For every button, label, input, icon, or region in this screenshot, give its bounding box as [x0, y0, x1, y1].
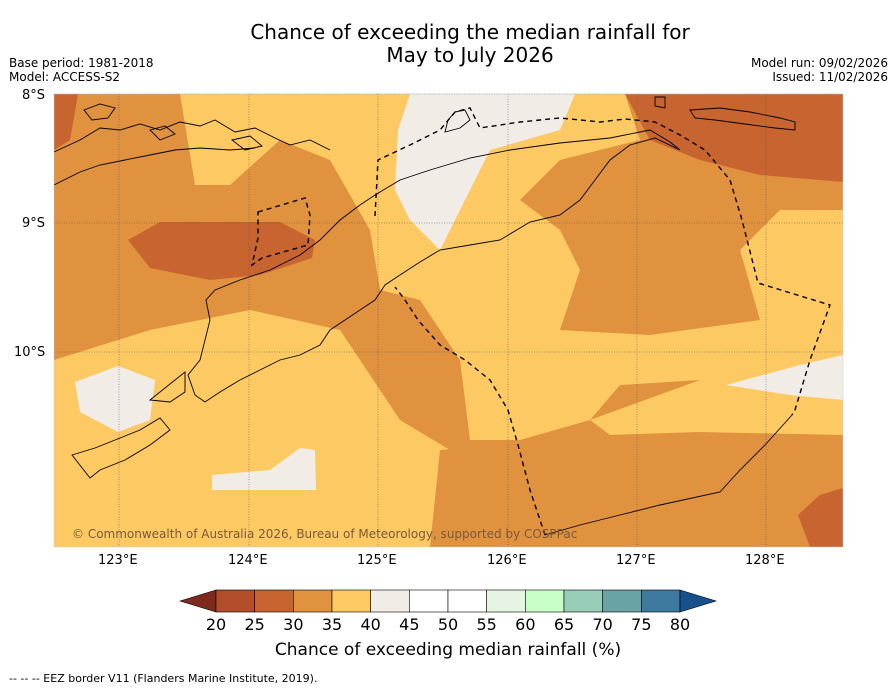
- region-35-40-east: [590, 380, 843, 435]
- colorbar-cell: [486, 589, 526, 613]
- map-frame: [53, 93, 844, 548]
- lon-label-127e: 127°E: [616, 553, 656, 568]
- colorbar-cell: [563, 589, 603, 613]
- coast-islet-1: [83, 103, 116, 121]
- coastlines: [54, 96, 796, 536]
- lat-label-10s: 10°S: [14, 345, 46, 360]
- colorbar-cell: [447, 589, 487, 613]
- lat-label-8s: 8°S: [22, 88, 46, 103]
- coast-australia: [544, 414, 793, 536]
- issued-label: Issued: 11/02/2026: [772, 70, 888, 84]
- coast-flores-south: [54, 147, 256, 186]
- colorbar-tick-label: 45: [399, 615, 420, 634]
- coast-babar: [689, 107, 796, 131]
- colorbar-tick-label: 65: [553, 615, 575, 634]
- colorbar-cell: [525, 589, 565, 613]
- colorbar-tick-label: 35: [321, 615, 343, 634]
- colorbar-arrow-low: [178, 589, 217, 613]
- eez-border: [250, 107, 831, 536]
- region-20-30-west: [128, 222, 315, 280]
- colorbar-tick-label: 70: [592, 615, 613, 634]
- lon-label-123e: 123°E: [98, 553, 138, 568]
- map-title-line1: Chance of exceeding the median rainfall …: [250, 20, 690, 44]
- colorbar-cell: [331, 589, 371, 613]
- colorbar-tick-label: 75: [631, 615, 652, 634]
- model-run-label: Model run: 09/02/2026: [750, 56, 888, 70]
- region-40-45-south: [212, 448, 316, 490]
- lat-label-9s: 9°S: [22, 216, 46, 231]
- map-fill-regions: [54, 94, 843, 547]
- eez-footer-note: -- -- -- EEZ border V11 (Flanders Marine…: [9, 672, 318, 685]
- colorbar-cell: [293, 589, 333, 613]
- colorbar-title: Chance of exceeding median rainfall (%): [274, 640, 622, 660]
- region-20-30-ne: [625, 94, 843, 182]
- colorbar-cells: [215, 589, 681, 613]
- lon-label-128e: 128°E: [745, 553, 785, 568]
- region-40-45-north: [395, 94, 575, 250]
- colorbar-tick-label: 50: [437, 615, 459, 634]
- colorbar-cell: [254, 589, 294, 613]
- colorbar-cell: [641, 589, 681, 613]
- colorbar-cell: [215, 589, 255, 613]
- model-label: Model: ACCESS-S2: [9, 70, 121, 84]
- colorbar-cell: [602, 589, 642, 613]
- lon-label-125e: 125°E: [357, 553, 397, 568]
- region-35-40-south: [54, 310, 450, 547]
- region-20-30-se: [798, 488, 843, 547]
- coast-rote: [148, 371, 186, 403]
- base-period-label: Base period: 1981-2018: [9, 56, 154, 70]
- coast-islet-2: [149, 125, 176, 141]
- region-40-45-east: [726, 355, 843, 400]
- map-title-line2: May to July 2026: [386, 43, 554, 67]
- colorbar-tick-label: 80: [669, 615, 691, 634]
- region-20-30-nw: [54, 94, 78, 150]
- colorbar-tick-label: 20: [205, 615, 227, 634]
- colorbar-arrow-high: [679, 589, 718, 613]
- region-30-35-bottom: [430, 435, 843, 547]
- coast-savu: [71, 417, 171, 479]
- coast-islet-3: [230, 135, 263, 151]
- colorbar-cell: [409, 589, 449, 613]
- colorbar-cell: [370, 589, 410, 613]
- colorbar-tick-label: 25: [244, 615, 265, 634]
- copyright-text: © Commonwealth of Australia 2026, Bureau…: [72, 527, 577, 541]
- coast-flores: [54, 119, 331, 153]
- colorbar-tick-label: 30: [283, 615, 304, 634]
- region-40-45-west: [75, 366, 155, 432]
- coast-timor: [187, 129, 681, 403]
- colorbar-tick-label: 60: [515, 615, 536, 634]
- lon-label-124e: 124°E: [228, 553, 268, 568]
- lon-label-126e: 126°E: [487, 553, 527, 568]
- colorbar-tick-label: 55: [476, 615, 497, 634]
- colorbar-tick-label: 40: [360, 615, 381, 634]
- region-35-40-north: [180, 94, 843, 440]
- coast-wetar: [654, 96, 666, 109]
